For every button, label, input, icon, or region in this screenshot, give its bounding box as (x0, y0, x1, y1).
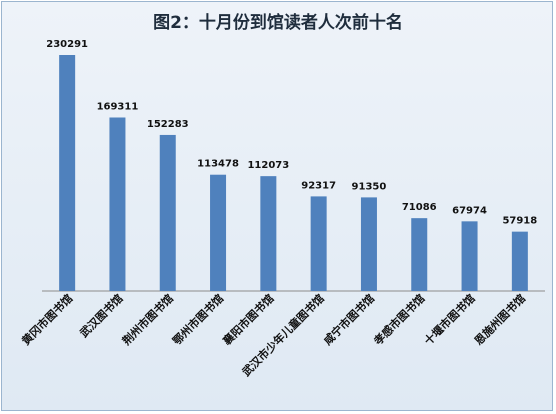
bar-2 (109, 117, 126, 291)
data-label-10: 57918 (502, 216, 537, 227)
bar-5 (260, 176, 277, 291)
data-label-5: 112073 (247, 160, 289, 171)
bar-10 (511, 231, 528, 291)
data-label-8: 71086 (402, 202, 437, 213)
bar-1 (59, 55, 76, 291)
data-label-9: 67974 (452, 205, 487, 216)
category-label-6: 武汉市少年儿童图书馆 (239, 291, 327, 379)
category-label-10: 恩施州图书馆 (471, 291, 528, 348)
category-label-7: 咸宁市图书馆 (321, 291, 378, 348)
bar-9 (461, 221, 478, 291)
category-label-4: 鄂州市图书馆 (170, 291, 227, 348)
data-label-3: 152283 (147, 119, 189, 130)
category-label-5: 襄阳市图书馆 (219, 291, 276, 348)
data-label-2: 169311 (97, 101, 139, 112)
category-label-3: 荆州市图书馆 (119, 291, 176, 348)
bar-4 (210, 174, 227, 291)
bar-7 (360, 197, 377, 291)
data-label-7: 91350 (352, 181, 387, 192)
category-label-8: 孝感市图书馆 (370, 291, 427, 348)
chart-title: 图2：十月份到馆读者人次前十名 (153, 13, 403, 33)
category-label-2: 武汉图书馆 (77, 291, 126, 340)
category-label-9: 十堰市图书馆 (421, 291, 478, 348)
data-label-6: 92317 (301, 180, 336, 191)
data-label-4: 113478 (197, 159, 239, 170)
bar-8 (411, 218, 428, 291)
data-label-1: 230291 (46, 39, 88, 50)
category-label-1: 黄冈市图书馆 (19, 291, 76, 348)
bar-3 (159, 134, 176, 291)
bar-6 (310, 196, 327, 291)
